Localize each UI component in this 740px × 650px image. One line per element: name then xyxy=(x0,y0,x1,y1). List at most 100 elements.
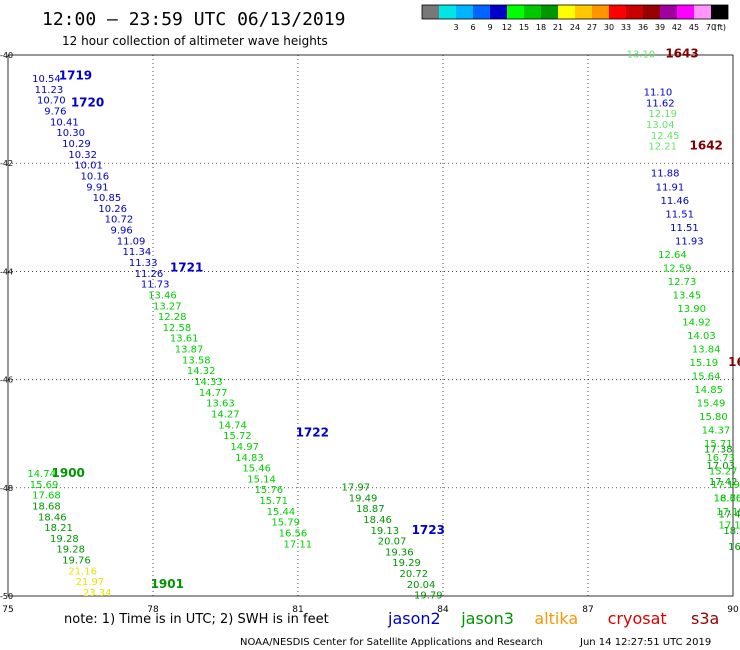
satellite-legend-entry: jason3 xyxy=(460,609,514,628)
y-tick-label: -42 xyxy=(0,159,13,168)
wave-height-label: 20.07 xyxy=(378,537,407,548)
wave-height-label: 12.73 xyxy=(668,277,697,288)
wave-height-label: 13.61 xyxy=(170,334,199,345)
legend-tick-label: 15 xyxy=(519,23,529,32)
legend-tick-label: 18 xyxy=(536,23,546,32)
wave-height-label: 11.51 xyxy=(665,209,694,220)
wave-height-label: 13.58 xyxy=(182,355,211,366)
wave-height-label: 13.90 xyxy=(677,304,706,315)
wave-height-label: 10.70 xyxy=(37,96,66,107)
wave-height-label: 15.64 xyxy=(692,372,721,383)
satellite-legend-entry: cryosat xyxy=(608,609,667,628)
legend-tick-label: 33 xyxy=(621,23,631,32)
time-marker: 1723 xyxy=(412,523,445,537)
wave-height-label: 10.29 xyxy=(62,139,91,150)
y-tick-label: -44 xyxy=(0,267,13,276)
wave-height-label: 11.91 xyxy=(656,182,685,193)
wave-height-label: 12.19 xyxy=(648,109,677,120)
wave-height-label: 15.71 xyxy=(704,439,733,450)
legend-swatch xyxy=(677,5,694,19)
legend-tick-label: 27 xyxy=(587,23,597,32)
wave-height-label: 14.03 xyxy=(687,331,716,342)
y-tick-label: -50 xyxy=(0,592,13,601)
wave-height-label: 19.36 xyxy=(385,547,414,558)
time-marker: 1721 xyxy=(170,260,203,274)
x-tick-label: 90 xyxy=(727,605,739,615)
legend-swatch xyxy=(626,5,643,19)
legend-swatch xyxy=(660,5,677,19)
wave-height-label: 11.10 xyxy=(644,88,673,99)
satellite-legend-entry: jason2 xyxy=(387,609,441,628)
legend-tick-label: 24 xyxy=(570,23,580,32)
x-tick-label: 78 xyxy=(147,605,159,615)
wave-height-label: 11.93 xyxy=(675,236,704,247)
wave-height-label: 17.38 xyxy=(704,445,733,456)
wave-height-label: 17.19 xyxy=(711,480,740,491)
wave-height-label: 18.87 xyxy=(356,504,385,515)
legend-swatch xyxy=(609,5,626,19)
wave-height-label: 13.45 xyxy=(673,290,702,301)
wave-height-label: 12.58 xyxy=(163,323,192,334)
color-scale-legend: 3 6 9 12 15 18 21 24 27 30 33 36 39 42 45 70(ft) xyxy=(421,4,729,32)
wave-height-label: 21.97 xyxy=(76,577,105,588)
time-marker: 1901 xyxy=(151,577,184,591)
footer-credit: NOAA/NESDIS Center for Satellite Applica… xyxy=(240,637,543,648)
wave-height-label: 11.88 xyxy=(651,169,680,180)
wave-height-label: 15.46 xyxy=(242,464,271,475)
wave-height-label: 10.30 xyxy=(56,128,85,139)
wave-height-label: 10.01 xyxy=(74,161,103,172)
wave-height-label: 10.54 xyxy=(32,74,61,85)
wave-height-label: 12.45 xyxy=(651,131,680,142)
wave-height-label: 19.13 xyxy=(371,526,400,537)
wave-height-label: 14.97 xyxy=(230,442,259,453)
wave-height-label: 18.21 xyxy=(44,523,73,534)
x-tick-label: 84 xyxy=(437,605,449,615)
axis-tick-labels: 75 78 81 84 87 90 -40 -42 -44 -46 -48 -50 xyxy=(0,51,739,615)
legend-tick-label: 45 xyxy=(689,23,699,32)
wave-height-label: 15.19 xyxy=(690,358,719,369)
wave-height-label: 13.84 xyxy=(692,345,721,356)
footer-note: note: 1) Time is in UTC; 2) SWH is in fe… xyxy=(64,612,329,627)
legend-tick-label: 70 xyxy=(706,23,716,32)
wave-height-label: 11.73 xyxy=(141,280,170,291)
satellite-legend-entry: altika xyxy=(534,609,578,628)
wave-height-label: 13.04 xyxy=(646,120,675,131)
time-marker: 1641 xyxy=(728,355,740,369)
wave-height-label: 14.77 xyxy=(199,388,228,399)
wave-height-label: 15.79 xyxy=(271,518,300,529)
wave-height-label: 16.66 xyxy=(714,493,740,504)
legend-tick-label: 30 xyxy=(604,23,614,32)
wave-height-label: 14.85 xyxy=(694,385,723,396)
legend-swatch xyxy=(592,5,609,19)
wave-height-label: 17.17 xyxy=(719,520,740,531)
wave-height-label: 23.34 xyxy=(83,588,112,599)
wave-height-label: 10.72 xyxy=(105,215,134,226)
wave-height-label: 13.10 xyxy=(627,50,656,61)
legend-swatch xyxy=(422,5,439,19)
legend-swatch xyxy=(473,5,490,19)
legend-swatch xyxy=(643,5,660,19)
wave-height-label: 11.34 xyxy=(123,247,152,258)
wave-height-label: 10.16 xyxy=(81,171,110,182)
wave-height-label: 19.79 xyxy=(414,591,443,602)
legend-tick-label: 42 xyxy=(672,23,682,32)
wave-height-label: 14.74 xyxy=(218,420,247,431)
wave-height-label: 17.68 xyxy=(32,491,61,502)
wave-height-label: 17.40 xyxy=(719,510,740,521)
wave-height-label: 9.76 xyxy=(44,107,66,118)
footer-timestamp: Jun 14 12:27:51 UTC 2019 xyxy=(579,637,711,648)
legend-swatch xyxy=(524,5,541,19)
legend-swatch xyxy=(694,5,711,19)
wave-height-label: 19.28 xyxy=(50,534,79,545)
wave-height-label: 19.29 xyxy=(392,558,421,569)
time-marker: 1900 xyxy=(52,466,85,480)
time-marker: 1642 xyxy=(690,139,723,153)
wave-height-label: 17.42 xyxy=(709,477,738,488)
wave-height-label: 17.97 xyxy=(342,483,371,494)
wave-height-label: 10.85 xyxy=(93,193,122,204)
legend-swatch xyxy=(575,5,592,19)
wave-height-label: 18.46 xyxy=(38,512,67,523)
legend-unit: (ft) xyxy=(714,23,726,32)
